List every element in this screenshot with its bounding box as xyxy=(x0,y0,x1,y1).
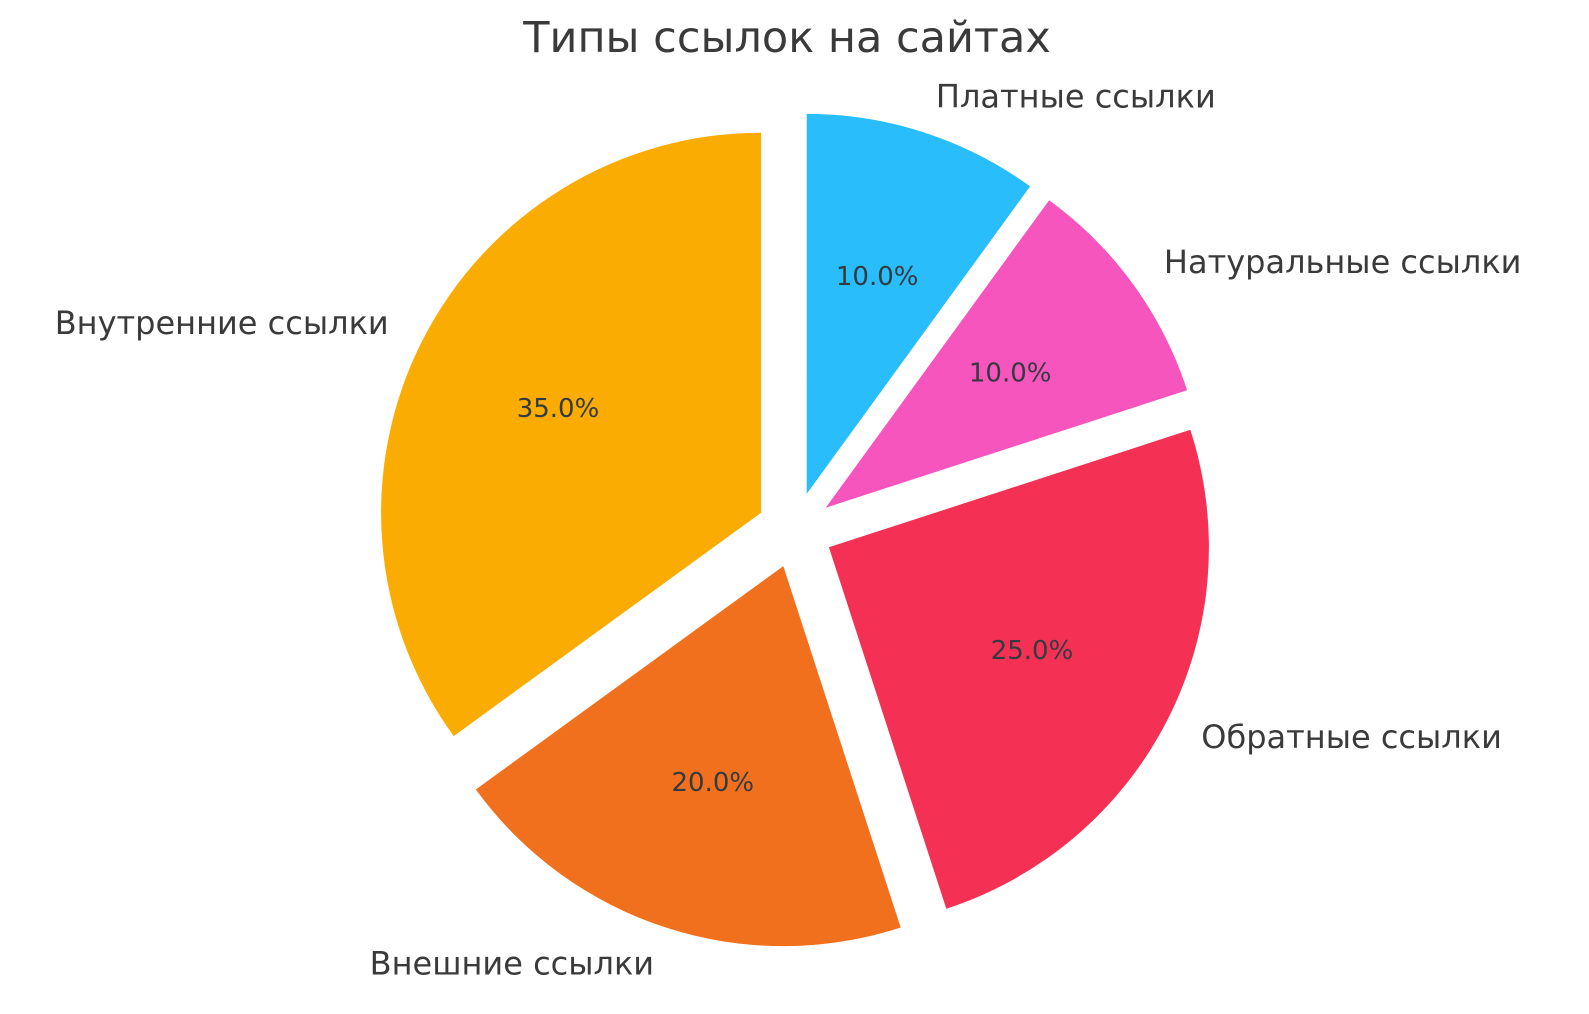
pie-pct-label-3: 25.0% xyxy=(991,636,1074,666)
pie-slices-group xyxy=(381,113,1209,947)
pie-slice-4 xyxy=(475,566,901,947)
pie-pct-label-1: 10.0% xyxy=(836,262,919,292)
pie-category-label-5: Внутренние ссылки xyxy=(55,304,389,342)
pie-slice-3 xyxy=(828,429,1209,909)
pie-slice-2 xyxy=(825,200,1188,508)
pie-labels-group: 10.0% Платные ссылки 10.0% Натуральные ссыл… xyxy=(55,77,1522,982)
pie-category-label-2: Натуральные ссылки xyxy=(1164,243,1522,281)
chart-title: Типы ссылок на сайтах xyxy=(522,13,1051,63)
pie-pct-label-5: 35.0% xyxy=(517,394,600,424)
pie-slice-1 xyxy=(806,113,1031,494)
pie-category-label-3: Обратные ссылки xyxy=(1201,718,1502,756)
pie-category-label-1: Платные ссылки xyxy=(936,77,1216,115)
pie-pct-label-4: 20.0% xyxy=(671,768,754,798)
pie-pct-label-2: 10.0% xyxy=(969,359,1052,389)
pie-category-label-4: Внешние ссылки xyxy=(370,945,654,983)
pie-slice-5 xyxy=(381,132,762,737)
